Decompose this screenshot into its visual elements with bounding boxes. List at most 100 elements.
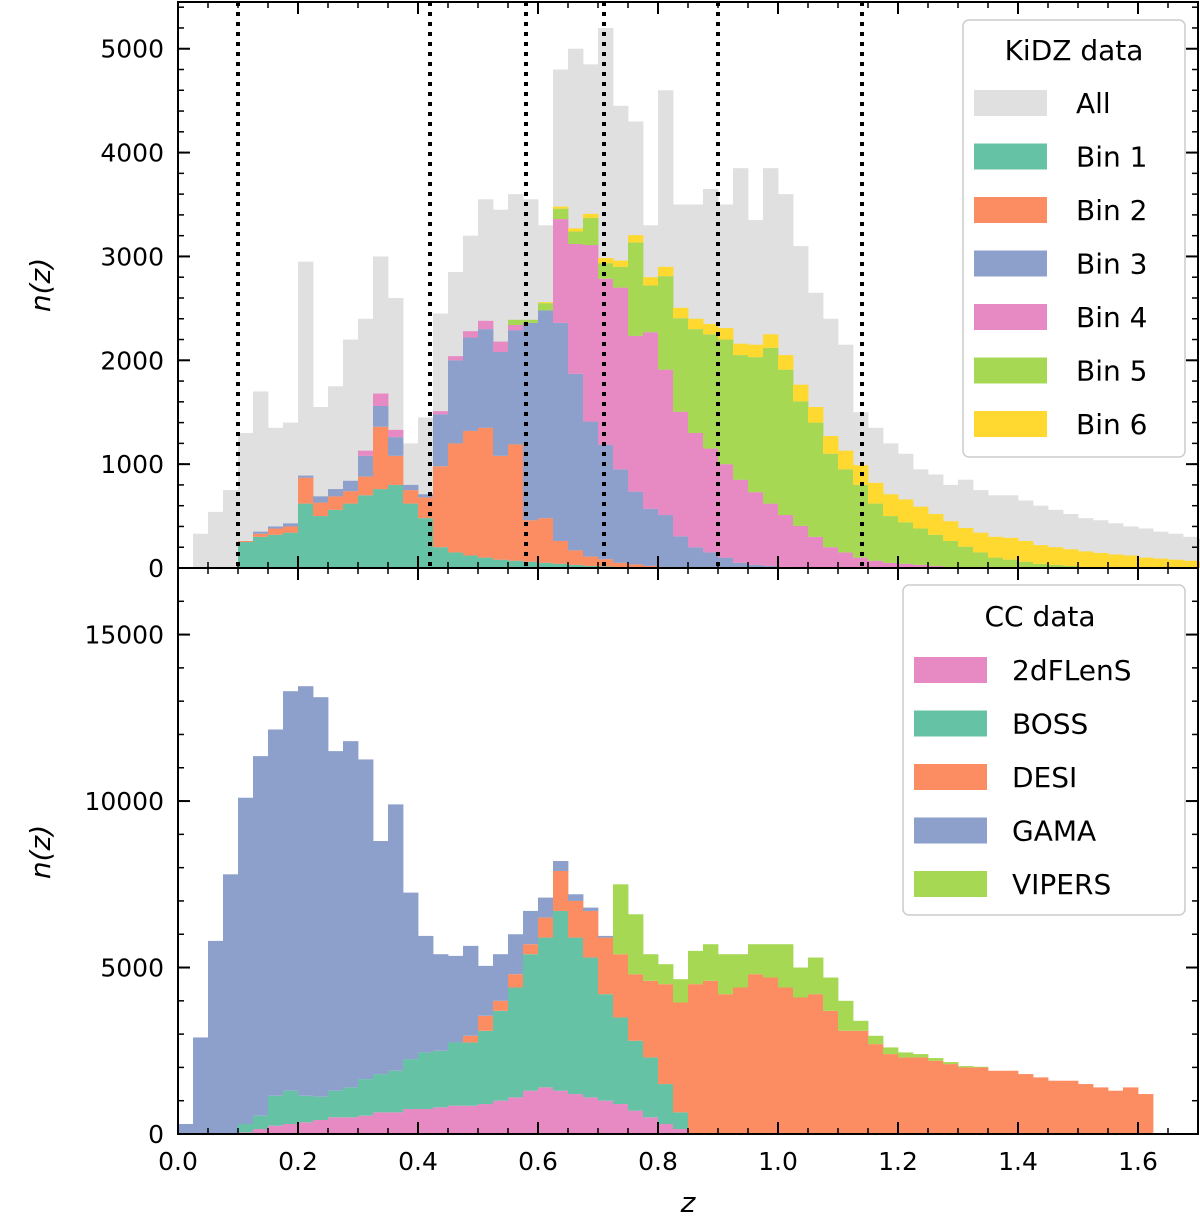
bar-gama [448,955,464,1043]
bar-boss [613,1017,629,1105]
bar-2dflens [493,1100,509,1134]
bar-gama [373,841,389,1075]
bar-gama [463,945,479,1036]
bar-bin-2 [253,533,269,537]
bar-bin-4 [718,464,734,558]
bar-bin-3 [553,322,569,541]
bar-desi [673,1002,689,1113]
bar-bin-4 [808,536,824,568]
bar-bin-6 [598,257,614,264]
bar-bin-6 [1018,540,1034,562]
bar-bin-4 [478,320,494,330]
bar-2dflens [403,1109,419,1134]
bar-desi [1093,1087,1109,1134]
legend-label: Bin 1 [1076,141,1147,174]
bar-bin-5 [913,528,929,565]
bar-bin-1 [538,562,554,568]
y-tick-label: 0 [148,1120,164,1149]
bar-bin-4 [793,525,809,568]
kidz-legend-title: KiDZ data [1005,34,1144,67]
bar-bin-2 [403,490,419,504]
bar-boss [538,937,554,1088]
bar-bin-5 [613,266,629,288]
bar-bin-2 [433,466,449,548]
bar-bin-6 [703,323,719,335]
bar-bin-6 [733,343,749,356]
bar-bin-5 [1033,563,1049,568]
bar-bin-3 [673,536,689,568]
legend-label: Bin 4 [1076,301,1147,334]
bar-bin-6 [763,334,779,348]
bar-bin-4 [433,411,449,415]
y-tick-label: 10000 [84,787,164,816]
bar-2dflens [598,1100,614,1134]
bar-vipers [763,944,779,978]
legend-swatch-bin-2 [974,197,1047,223]
bar-bin-2 [538,518,554,563]
bar-bin-2 [568,550,584,565]
legend-swatch-desi [914,764,987,790]
legend-label: 2dFLenS [1012,654,1132,687]
bar-bin-4 [508,324,524,331]
bar-bin-6 [898,499,914,523]
bar-2dflens [358,1115,374,1134]
bar-vipers [838,1000,854,1031]
bar-bin-2 [628,564,644,568]
bar-desi [748,974,764,1134]
bar-desi [538,917,554,938]
bar-boss [313,1096,329,1121]
bar-bin-6 [748,344,764,358]
bar-2dflens [328,1117,344,1134]
bar-bin-6 [1153,558,1169,568]
bar-boss [508,987,524,1098]
bar-gama [553,860,569,871]
bar-bin-5 [523,319,539,323]
bar-bin-5 [703,334,719,449]
bar-bin-3 [463,337,479,431]
bar-bin-3 [253,531,269,534]
bar-boss [253,1115,269,1130]
bar-bin-4 [748,492,764,565]
bar-desi [1078,1084,1094,1134]
bar-bin-6 [823,436,839,454]
x-tick-label: 0.2 [278,1147,318,1176]
bar-2dflens [553,1090,569,1134]
bar-bin-4 [913,564,929,568]
bar-all [1183,536,1199,568]
bar-bin-4 [628,335,644,492]
bar-gama [253,756,269,1116]
bar-bin-6 [988,536,1004,558]
bar-desi [958,1067,974,1134]
bar-bin-5 [778,369,794,516]
bar-gama [208,940,224,1134]
bar-vipers [703,944,719,981]
bar-bin-6 [883,494,899,517]
legend-label: Bin 5 [1076,355,1147,388]
x-tick-label: 0.8 [638,1147,678,1176]
bar-2dflens [298,1122,314,1134]
bar-bin-2 [478,427,494,558]
bar-bin-3 [658,515,674,567]
bar-boss [628,1040,644,1111]
bar-2dflens [373,1112,389,1134]
bar-2dflens [418,1109,434,1134]
bar-bin-1 [313,516,329,568]
bar-boss [343,1087,359,1118]
bar-bin-5 [1003,559,1019,568]
bar-desi [973,1067,989,1134]
bar-desi [1033,1077,1049,1134]
legend-swatch-all [974,90,1047,116]
bar-all [253,391,269,568]
bar-bin-3 [268,526,284,529]
bar-bin-3 [613,469,629,563]
kidz-y-axis-label: n(z) [24,258,57,312]
cc-legend-box [902,584,1186,916]
bar-bin-3 [358,455,374,477]
bar-gama [328,751,344,1091]
bar-bin-6 [1048,547,1064,565]
bar-boss [568,937,584,1095]
y-tick-label: 2000 [100,346,164,375]
bar-bin-3 [628,491,644,565]
bar-bin-5 [928,534,944,566]
bar-bin-5 [973,552,989,568]
